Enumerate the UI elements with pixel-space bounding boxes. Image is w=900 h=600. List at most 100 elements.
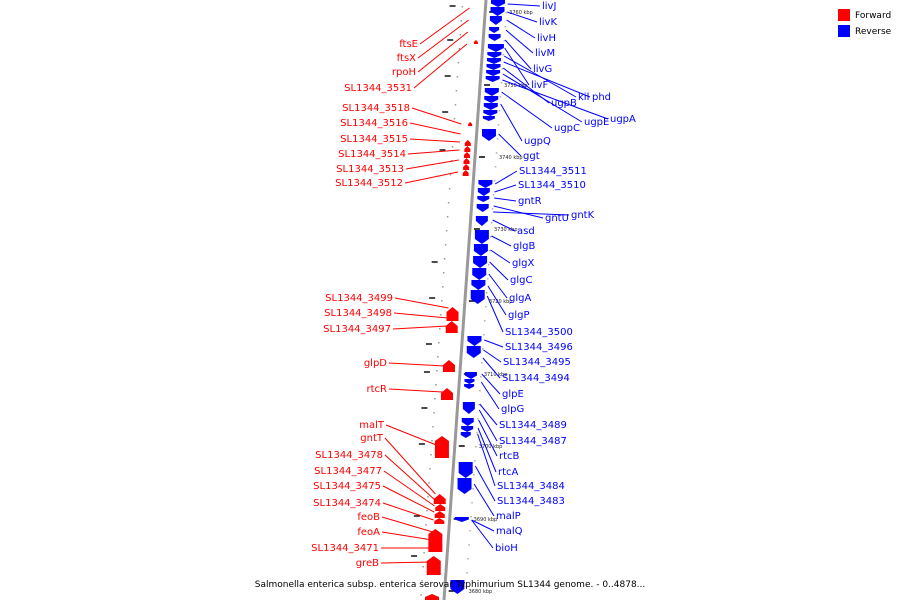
reverse-gene-label: gntR (518, 196, 542, 207)
leader-line (471, 519, 495, 532)
reverse-gene-shape (487, 44, 504, 52)
track-dot (500, 82, 503, 84)
leader-line (504, 39, 532, 70)
reverse-gene-shape (461, 418, 474, 426)
track-dot (425, 524, 427, 526)
track-dot (455, 90, 458, 92)
reverse-gene-label: SL1344_3500 (505, 327, 573, 338)
forward-gene-label: greB (356, 558, 379, 569)
leader-line (494, 170, 518, 185)
reverse-gene-label: SL1344_3484 (497, 481, 565, 492)
reverse-genes (450, 0, 505, 594)
leader-line (489, 261, 509, 281)
reverse-gene-label: bioH (495, 543, 518, 554)
track-dot (423, 552, 425, 554)
reverse-gene-shape (464, 372, 477, 379)
forward-gene-shape (441, 388, 453, 400)
reverse-gene-label: ggt (523, 151, 540, 162)
reverse-gene-shape (482, 116, 495, 121)
reverse-gene-label: phd (592, 92, 611, 103)
track-dot (436, 370, 438, 372)
reverse-leader-lines (471, 3, 609, 549)
reverse-gene-shape (473, 256, 488, 268)
forward-gene-shape (435, 504, 446, 511)
forward-genes (425, 40, 478, 600)
tick-label: 3730 kbp (494, 227, 518, 233)
reverse-gene-label: ugpC (554, 123, 580, 134)
reverse-gene-shape (486, 64, 501, 70)
reverse-gene-label: glpE (502, 389, 524, 400)
leader-line (419, 7, 470, 45)
forward-gene-shape (462, 170, 469, 176)
track-dot (486, 278, 489, 280)
forward-gene-label: SL1344_3516 (340, 118, 408, 129)
track-dot (484, 320, 486, 322)
track-dot (460, 20, 463, 22)
forward-gene-shape (426, 556, 441, 575)
track-dot (434, 398, 436, 400)
reverse-gene-shape (487, 52, 502, 58)
forward-gene-label: gntT (360, 433, 384, 444)
track-dot (442, 272, 445, 274)
track-dot (496, 138, 499, 140)
track-dot (441, 300, 443, 302)
leader-line (490, 249, 511, 264)
leader-line (502, 73, 583, 123)
track-dot (482, 348, 484, 350)
track-dot (478, 404, 480, 406)
leader-line (494, 197, 517, 202)
track-dot (483, 334, 485, 336)
forward-gene-label: rtcR (367, 384, 388, 395)
reverse-gene-shape (454, 517, 469, 522)
track-dot (487, 264, 490, 266)
reverse-gene-label: SL1344_3511 (519, 166, 587, 177)
track-dot (494, 166, 497, 168)
forward-gene-label: rpoH (392, 67, 416, 78)
track-dot (488, 250, 491, 252)
forward-gene-shape (445, 321, 458, 333)
reverse-gene-label: ugpQ (524, 136, 551, 147)
reverse-gene-shape (470, 290, 485, 304)
reverse-gene-label: SL1344_3510 (518, 180, 586, 191)
leader-line (409, 122, 461, 135)
track-dot (480, 376, 482, 378)
reverse-gene-label: SL1344_3496 (505, 342, 573, 353)
track-dot (421, 580, 423, 582)
forward-gene-label: SL1344_3474 (313, 498, 381, 509)
forward-gene-shape (464, 146, 471, 152)
reverse-gene-shape (489, 16, 502, 25)
forward-gene-label: ftsE (399, 39, 418, 50)
track-dot (502, 54, 505, 56)
leader-line (477, 427, 497, 473)
reverse-gene-shape (485, 76, 500, 82)
tick-label: 3760 kbp (509, 10, 533, 16)
leader-line (392, 325, 448, 330)
track-dot (440, 314, 442, 316)
leader-line (504, 47, 530, 86)
track-dot (499, 96, 502, 98)
reverse-gene-label: glgP (508, 310, 530, 321)
reverse-gene-label: SL1344_3487 (499, 436, 567, 447)
track-dot (456, 76, 459, 78)
track-dot (481, 362, 483, 364)
track-dot (459, 34, 462, 36)
reverse-gene-shape (486, 70, 501, 76)
forward-gene-shape (428, 529, 443, 552)
track-dot (491, 208, 494, 210)
track-dot (444, 244, 447, 246)
track-dot (468, 544, 470, 546)
legend-label-forward: Forward (855, 11, 891, 21)
reverse-gene-shape (472, 268, 487, 280)
leader-line (478, 409, 498, 442)
leader-line (381, 516, 433, 533)
leader-line (484, 339, 504, 348)
leader-line (394, 297, 449, 309)
track-dot (501, 68, 504, 70)
leader-line (492, 219, 516, 232)
leader-line (383, 470, 435, 507)
scale-ticks: 3760 kbp 3750 kbp 3740 kbp 3730 kbp 3720 kbp… (411, 5, 533, 595)
reverse-gene-label: glgX (512, 258, 534, 269)
leader-line (382, 485, 435, 513)
leader-line (491, 235, 512, 247)
